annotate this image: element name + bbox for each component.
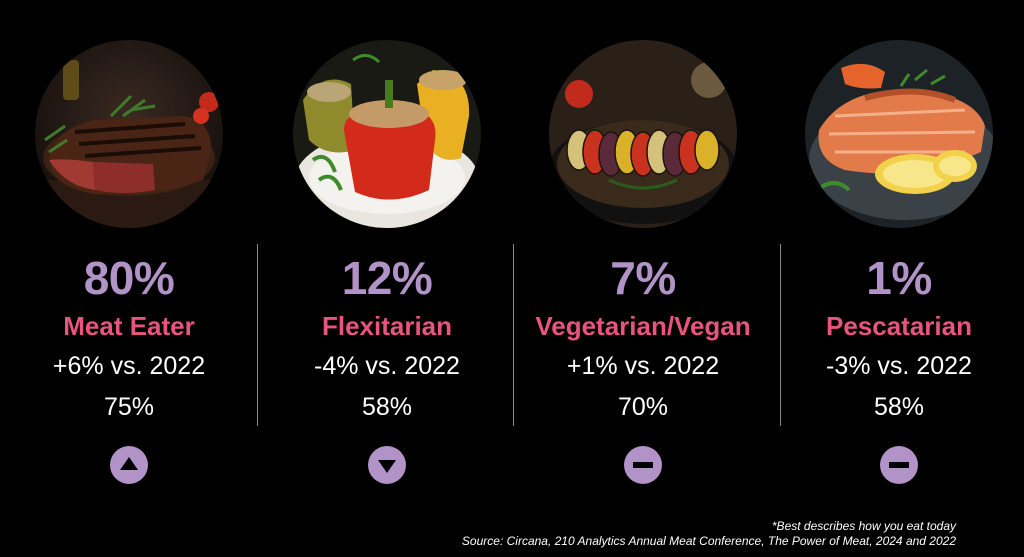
salmon-photo (805, 40, 993, 228)
triangle-down-icon (368, 446, 406, 484)
category-vegetarian-vegan: 7% Vegetarian/Vegan +1% vs. 2022 70% (514, 0, 772, 500)
previous-value: 58% (873, 393, 925, 421)
triangle-up-icon (110, 446, 148, 484)
category-label: Flexitarian (321, 311, 453, 341)
percent-value: 12% (341, 252, 433, 304)
change-vs-2022: +1% vs. 2022 (566, 352, 720, 380)
category-label: Vegetarian/Vegan (535, 311, 751, 341)
stuffed-peppers-photo (293, 40, 481, 228)
footnote-note: *Best describes how you eat today (771, 519, 956, 533)
previous-value: 75% (103, 393, 155, 421)
steak-photo (35, 40, 223, 228)
minus-icon (880, 446, 918, 484)
category-label: Pescatarian (826, 311, 972, 341)
category-flexitarian: 12% Flexitarian -4% vs. 2022 58% (258, 0, 516, 500)
category-pescatarian: 1% Pescatarian -3% vs. 2022 58% (774, 0, 1024, 500)
category-label: Meat Eater (63, 311, 195, 341)
divider (513, 244, 514, 426)
category-meat-eater: 80% Meat Eater +6% vs. 2022 75% (0, 0, 258, 500)
change-vs-2022: -3% vs. 2022 (826, 352, 972, 380)
divider (780, 244, 781, 426)
minus-icon (624, 446, 662, 484)
footnote-source: Source: Circana, 210 Analytics Annual Me… (461, 534, 956, 548)
percent-value: 1% (866, 252, 932, 304)
change-vs-2022: -4% vs. 2022 (314, 352, 460, 380)
percent-value: 7% (610, 252, 676, 304)
percent-value: 80% (83, 252, 175, 304)
divider (257, 244, 258, 426)
ratatouille-photo (549, 40, 737, 228)
change-vs-2022: +6% vs. 2022 (52, 352, 206, 380)
previous-value: 70% (617, 393, 669, 421)
previous-value: 58% (361, 393, 413, 421)
